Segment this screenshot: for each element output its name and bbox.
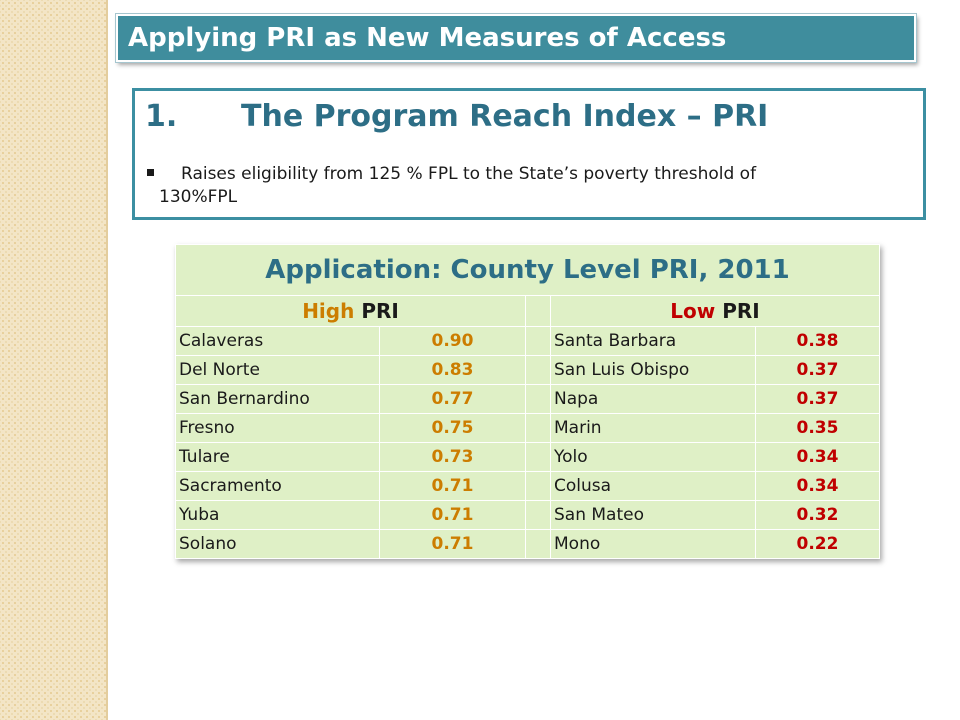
low-county-cell: Marin bbox=[550, 413, 756, 443]
low-value-cell: 0.32 bbox=[755, 500, 880, 530]
high-value-cell: 0.77 bbox=[379, 384, 526, 414]
section-heading-text: The Program Reach Index – PRI bbox=[241, 99, 769, 134]
low-value-cell: 0.38 bbox=[755, 326, 880, 356]
high-word: High bbox=[302, 299, 355, 323]
high-value-cell: 0.73 bbox=[379, 442, 526, 472]
low-county-cell: Yolo bbox=[550, 442, 756, 472]
high-pri-word: PRI bbox=[361, 299, 399, 323]
bullet-item: Raises eligibility from 125 % FPL to the… bbox=[147, 163, 837, 209]
bullet-text-line2: 130%FPL bbox=[159, 187, 238, 207]
low-value-cell: 0.22 bbox=[755, 529, 880, 559]
side-strip-edge bbox=[106, 0, 108, 720]
high-county-cell: Del Norte bbox=[175, 355, 380, 385]
table-row: Tulare 0.73 Yolo 0.34 bbox=[175, 442, 880, 472]
high-county-cell: Solano bbox=[175, 529, 380, 559]
high-county-cell: Sacramento bbox=[175, 471, 380, 501]
section-number: 1. bbox=[145, 99, 178, 134]
spacer-cell bbox=[525, 413, 551, 443]
low-county-cell: Colusa bbox=[550, 471, 756, 501]
spacer-cell bbox=[525, 471, 551, 501]
content-box: 1. The Program Reach Index – PRI Raises e… bbox=[132, 88, 926, 220]
high-county-cell: Tulare bbox=[175, 442, 380, 472]
low-county-cell: San Luis Obispo bbox=[550, 355, 756, 385]
low-value-cell: 0.37 bbox=[755, 384, 880, 414]
spacer-cell bbox=[525, 529, 551, 559]
high-county-cell: Fresno bbox=[175, 413, 380, 443]
table-row: Fresno 0.75 Marin 0.35 bbox=[175, 413, 880, 443]
low-value-cell: 0.35 bbox=[755, 413, 880, 443]
square-bullet-icon bbox=[147, 169, 154, 176]
high-value-cell: 0.71 bbox=[379, 500, 526, 530]
high-value-cell: 0.71 bbox=[379, 529, 526, 559]
high-value-cell: 0.75 bbox=[379, 413, 526, 443]
table-row: Sacramento 0.71 Colusa 0.34 bbox=[175, 471, 880, 501]
bullet-text-line1: Raises eligibility from 125 % FPL to the… bbox=[181, 164, 757, 184]
low-county-cell: Santa Barbara bbox=[550, 326, 756, 356]
spacer-cell bbox=[525, 326, 551, 356]
table-row: San Bernardino 0.77 Napa 0.37 bbox=[175, 384, 880, 414]
low-pri-word: PRI bbox=[722, 299, 760, 323]
table-subheader-row: High PRI Low PRI bbox=[175, 295, 880, 327]
low-value-cell: 0.37 bbox=[755, 355, 880, 385]
high-county-cell: Yuba bbox=[175, 500, 380, 530]
slide-title: Applying PRI as New Measures of Access bbox=[116, 14, 916, 62]
section-heading: 1. The Program Reach Index – PRI bbox=[145, 99, 768, 134]
county-pri-table: Application: County Level PRI, 2011 High… bbox=[175, 244, 880, 559]
table-row: Del Norte 0.83 San Luis Obispo 0.37 bbox=[175, 355, 880, 385]
low-pri-header: Low PRI bbox=[550, 295, 880, 327]
table-row: Solano 0.71 Mono 0.22 bbox=[175, 529, 880, 559]
table-title-row: Application: County Level PRI, 2011 bbox=[175, 244, 880, 296]
high-value-cell: 0.90 bbox=[379, 326, 526, 356]
spacer-cell bbox=[525, 500, 551, 530]
high-value-cell: 0.71 bbox=[379, 471, 526, 501]
low-word: Low bbox=[670, 299, 716, 323]
spacer-cell bbox=[525, 384, 551, 414]
low-county-cell: Napa bbox=[550, 384, 756, 414]
decorative-side-strip bbox=[0, 0, 106, 720]
high-value-cell: 0.83 bbox=[379, 355, 526, 385]
table-row: Calaveras 0.90 Santa Barbara 0.38 bbox=[175, 326, 880, 356]
low-county-cell: Mono bbox=[550, 529, 756, 559]
high-county-cell: San Bernardino bbox=[175, 384, 380, 414]
low-county-cell: San Mateo bbox=[550, 500, 756, 530]
spacer-cell bbox=[525, 442, 551, 472]
spacer-cell bbox=[525, 355, 551, 385]
table-title: Application: County Level PRI, 2011 bbox=[175, 244, 880, 296]
table-row: Yuba 0.71 San Mateo 0.32 bbox=[175, 500, 880, 530]
spacer-cell bbox=[525, 295, 551, 327]
high-county-cell: Calaveras bbox=[175, 326, 380, 356]
low-value-cell: 0.34 bbox=[755, 442, 880, 472]
low-value-cell: 0.34 bbox=[755, 471, 880, 501]
high-pri-header: High PRI bbox=[175, 295, 526, 327]
